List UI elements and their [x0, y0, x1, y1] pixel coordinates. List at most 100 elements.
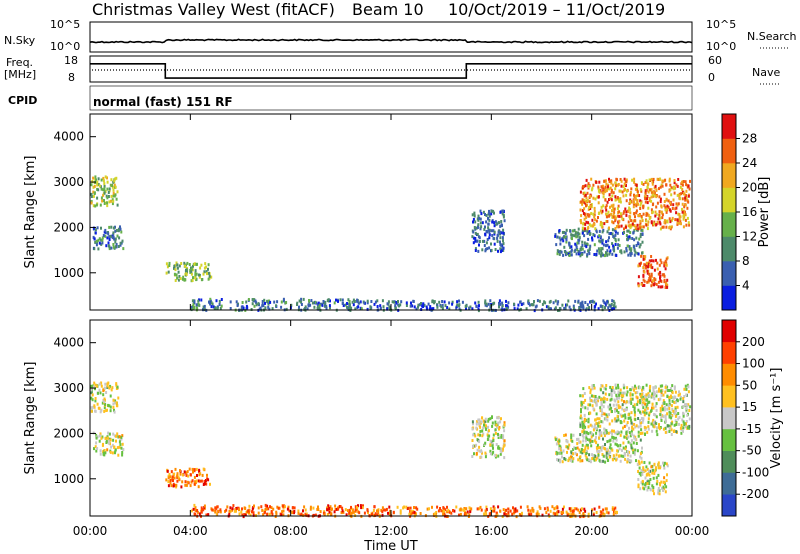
echo-cell: [581, 247, 584, 251]
echo-cell: [658, 213, 661, 217]
echo-cell: [602, 400, 605, 404]
echo-cell: [606, 253, 609, 257]
echo-cell: [654, 214, 657, 218]
echo-cell: [574, 233, 577, 236]
echo-cell: [502, 436, 505, 440]
echo-cell: [102, 176, 105, 180]
echo-cell: [634, 187, 637, 191]
echo-cell: [505, 304, 507, 308]
echo-cell: [663, 463, 665, 467]
echo-cell: [558, 439, 561, 443]
echo-cell: [626, 450, 629, 454]
echo-cell: [300, 303, 303, 306]
echo-cell: [611, 506, 614, 510]
echo-cell: [676, 405, 679, 409]
echo-cell: [507, 512, 510, 516]
echo-cell: [238, 512, 241, 516]
echo-cell: [566, 513, 569, 517]
echo-cell: [617, 383, 619, 387]
echo-cell: [489, 417, 492, 421]
echo-cell: [102, 389, 105, 393]
echo-cell: [591, 457, 594, 460]
echo-cell: [190, 267, 193, 271]
echo-cell: [584, 222, 587, 226]
echo-cell: [115, 382, 118, 386]
echo-cell: [103, 202, 106, 205]
echo-cell: [490, 229, 493, 233]
echo-cell: [484, 419, 487, 423]
echo-cell: [492, 450, 495, 454]
echo-cell: [634, 197, 637, 201]
echo-cell: [576, 442, 579, 446]
echo-cell: [627, 452, 630, 456]
echo-cell: [648, 178, 651, 182]
echo-cell: [635, 442, 638, 445]
echo-cell: [664, 426, 667, 430]
echo-cell: [359, 504, 362, 508]
echo-cell: [605, 431, 608, 434]
echo-cell: [350, 505, 352, 509]
echo-cell: [610, 188, 613, 192]
echo-cell: [559, 242, 562, 246]
echo-cell: [472, 433, 475, 437]
echo-cell: [571, 237, 573, 241]
echo-cell: [98, 184, 101, 188]
echo-cell: [363, 301, 366, 305]
echo-cell: [590, 432, 593, 436]
echo-cell: [485, 214, 488, 217]
echo-cell: [114, 193, 117, 197]
echo-cell: [681, 187, 684, 191]
echo-cell: [588, 306, 591, 309]
echo-cell: [610, 212, 613, 216]
echo-cell: [663, 220, 666, 224]
echo-cell: [475, 304, 478, 308]
echo-cell: [581, 198, 584, 202]
echo-cell: [593, 300, 596, 304]
echo-cell: [593, 206, 596, 210]
echo-cell: [587, 403, 590, 407]
echo-cell: [595, 230, 598, 234]
echo-cell: [119, 243, 122, 247]
echo-cell: [579, 440, 582, 444]
echo-cell: [628, 458, 631, 462]
echo-cell: [564, 231, 567, 235]
echo-cell: [552, 301, 555, 305]
echo-cell: [519, 505, 522, 509]
echo-cell: [282, 299, 285, 303]
echo-cell: [590, 300, 593, 304]
echo-cell: [600, 460, 603, 464]
echo-cell: [374, 513, 377, 517]
echo-cell: [194, 276, 197, 280]
echo-cell: [605, 510, 608, 514]
echo-cell: [665, 403, 668, 407]
echo-cell: [481, 451, 483, 455]
echo-cell: [662, 225, 665, 229]
echo-cell: [548, 300, 551, 304]
echo-cell: [595, 426, 598, 430]
echo-cell: [578, 306, 581, 310]
echo-cell: [666, 385, 669, 389]
echo-cell: [639, 455, 642, 459]
echo-cell: [579, 190, 582, 194]
echo-cell: [273, 300, 276, 304]
echo-cell: [682, 414, 685, 418]
echo-cell: [399, 303, 402, 307]
echo-cell: [568, 513, 571, 517]
echo-cell: [479, 209, 482, 213]
echo-cell: [589, 411, 592, 415]
echo-cell: [463, 508, 465, 512]
echo-cell: [229, 300, 232, 304]
echo-cell: [497, 230, 500, 234]
echo-cell: [282, 513, 285, 517]
echo-cell: [624, 457, 627, 461]
echo-cell: [489, 507, 492, 511]
echo-cell: [637, 408, 640, 412]
echo-cell: [286, 507, 289, 511]
echo-cell: [605, 429, 608, 433]
echo-cell: [678, 221, 681, 225]
echo-cell: [605, 244, 607, 248]
echo-cell: [185, 483, 188, 487]
echo-cell: [626, 386, 629, 390]
echo-cell: [663, 200, 666, 203]
echo-cell: [498, 427, 500, 431]
